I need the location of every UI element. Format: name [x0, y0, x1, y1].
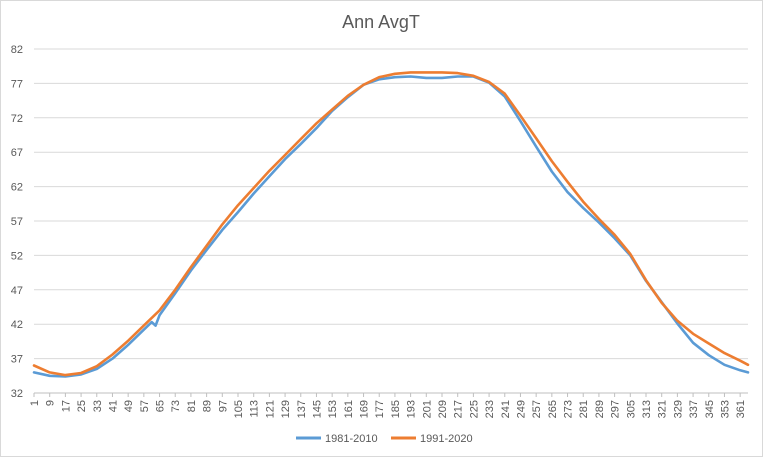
x-tick-label: 305	[625, 400, 637, 418]
x-tick-label: 313	[641, 400, 653, 418]
x-tick-label: 81	[186, 400, 198, 412]
x-tick-label: 361	[735, 400, 747, 418]
y-tick-label: 52	[11, 250, 23, 262]
x-tick-label: 297	[610, 400, 622, 418]
x-tick-label: 17	[60, 400, 72, 412]
x-tick-label: 225	[468, 400, 480, 418]
x-tick-label: 153	[327, 400, 339, 418]
x-tick-label: 65	[155, 400, 167, 412]
x-tick-label: 329	[672, 400, 684, 418]
x-tick-label: 49	[123, 400, 135, 412]
x-tick-label: 73	[170, 400, 182, 412]
legend-label: 1981-2010	[325, 433, 378, 445]
x-tick-label: 113	[249, 400, 261, 418]
x-tick-label: 41	[107, 400, 119, 412]
x-tick-label: 217	[453, 400, 465, 418]
y-tick-label: 32	[11, 388, 23, 400]
x-tick-label: 185	[390, 400, 402, 418]
x-tick-label: 121	[264, 400, 276, 418]
gridlines	[34, 48, 748, 394]
x-tick-label: 33	[92, 400, 104, 412]
y-tick-label: 82	[11, 44, 23, 56]
x-tick-label: 353	[719, 400, 731, 418]
x-tick-label: 337	[688, 400, 700, 418]
series-lines	[32, 71, 750, 378]
x-tick-label: 169	[359, 400, 371, 418]
x-tick-label: 105	[233, 400, 245, 418]
x-tick-label: 321	[657, 400, 669, 418]
x-tick-label: 273	[563, 400, 575, 418]
x-tick-label: 265	[547, 400, 559, 418]
x-tick-label: 249	[515, 400, 527, 418]
x-tick-label: 129	[280, 400, 292, 418]
x-tick-label: 289	[594, 400, 606, 418]
x-tick-label: 209	[437, 400, 449, 418]
y-tick-label: 57	[11, 216, 23, 228]
y-tick-label: 72	[11, 113, 23, 125]
y-tick-label: 77	[11, 78, 23, 90]
x-tick-label: 281	[578, 400, 590, 418]
x-tick-label: 201	[421, 400, 433, 418]
series-line-1991-2020	[32, 71, 750, 377]
y-tick-label: 47	[11, 285, 23, 297]
x-tick-label: 137	[296, 400, 308, 418]
x-tick-label: 25	[76, 400, 88, 412]
x-tick-label: 145	[311, 400, 323, 418]
x-tick-label: 161	[343, 400, 355, 418]
y-tick-label: 37	[11, 354, 23, 366]
legend-label: 1991-2020	[420, 433, 473, 445]
y-tick-label: 62	[11, 182, 23, 194]
x-tick-label: 193	[406, 400, 418, 418]
x-tick-label: 345	[704, 400, 716, 418]
x-tick-label: 233	[484, 400, 496, 418]
x-tick-label: 241	[500, 400, 512, 418]
x-tick-label: 97	[217, 400, 229, 412]
y-tick-label: 42	[11, 319, 23, 331]
y-axis-ticks: 32 37 42 47 52 57 62 67 72 77 82	[11, 44, 23, 400]
x-tick-label: 89	[202, 400, 214, 412]
y-tick-label: 67	[11, 147, 23, 159]
series-line-1981-2010	[32, 75, 750, 378]
x-tick-label: 1	[29, 400, 41, 406]
chart-title: Ann AvgT	[342, 12, 420, 32]
x-tick-label: 57	[139, 400, 151, 412]
x-tick-label: 9	[45, 400, 57, 406]
x-tick-label: 177	[374, 400, 386, 418]
x-tick-label: 257	[531, 400, 543, 418]
x-axis-ticks: 1 9 17 25 33 41 49 57 65 73 81 89 97 105 113 121 129 137 1…	[29, 393, 747, 418]
legend: 1981-2010 1991-2020	[296, 433, 473, 445]
